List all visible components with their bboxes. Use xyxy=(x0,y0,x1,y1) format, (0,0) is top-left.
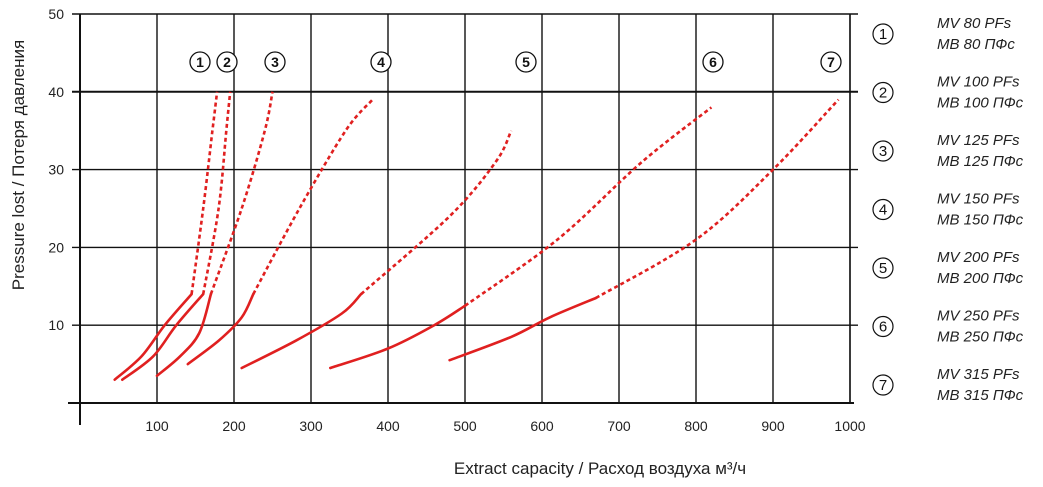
curve-6-solid xyxy=(329,304,467,370)
x-tick-label: 500 xyxy=(453,418,477,434)
curve-label-circle xyxy=(515,51,537,73)
legend-model-en: MV 315 PFs xyxy=(937,366,1020,383)
legend-model-en: MV 150 PFs xyxy=(937,191,1020,208)
curve-label-number: 3 xyxy=(271,54,279,70)
y-tick-label: 10 xyxy=(48,317,64,333)
y-tick-label: 20 xyxy=(48,239,64,255)
curve-4-solid xyxy=(186,292,255,366)
curve-2-dashed xyxy=(201,91,232,295)
x-tick-label: 1000 xyxy=(834,418,865,434)
legend-circle xyxy=(872,198,894,221)
curve-7-solid xyxy=(448,296,598,362)
curve-label-circle xyxy=(264,51,286,73)
legend-model-ru: MB 250 ПФс xyxy=(937,329,1024,346)
legend-model-en: MV 80 PFs xyxy=(937,15,1012,32)
y-axis-title: Pressure lost / Потеря давления xyxy=(9,40,28,290)
x-tick-label: 600 xyxy=(530,418,554,434)
legend-number: 2 xyxy=(879,85,887,102)
curve-1-solid xyxy=(113,292,193,381)
x-tick-label: 700 xyxy=(607,418,631,434)
legend-model-en: MV 250 PFs xyxy=(937,308,1020,325)
curve-label-number: 5 xyxy=(522,54,530,70)
curve-3-solid xyxy=(155,292,213,378)
y-tick-label: 50 xyxy=(48,6,64,22)
curve-label-circle xyxy=(189,51,211,73)
legend-model-ru: MB 80 ПФс xyxy=(937,36,1015,53)
legend-model-ru: MB 200 ПФс xyxy=(937,270,1024,287)
curve-label-circle xyxy=(216,51,238,73)
curve-1-dashed xyxy=(190,91,219,295)
curve-4-dashed xyxy=(252,98,374,295)
curve-5-solid xyxy=(240,292,363,370)
x-tick-label: 300 xyxy=(299,418,323,434)
legend-model-en: MV 100 PFs xyxy=(937,74,1020,91)
legend-circle xyxy=(872,81,894,104)
curve-labels: 1 2 3 4 5 6 7 xyxy=(189,51,842,73)
curve-2-solid xyxy=(121,292,205,381)
legend: 1 MV 80 PFs MB 80 ПФс 2 MV 100 PFs MB 100 ПФс… xyxy=(872,15,1024,404)
legend-circle xyxy=(872,257,894,279)
curve-5-dashed xyxy=(360,130,513,296)
curve-label-number: 2 xyxy=(223,54,231,70)
axes xyxy=(68,14,854,425)
x-axis-title: Extract capacity / Расход воздуха м³/ч xyxy=(454,459,746,478)
legend-number: 7 xyxy=(879,377,887,394)
legend-circle xyxy=(872,315,894,338)
legend-circle xyxy=(872,23,894,45)
x-tick-label: 800 xyxy=(684,418,708,434)
x-tick-label: 200 xyxy=(222,418,246,434)
x-tick-label: 100 xyxy=(145,418,169,434)
curves xyxy=(113,91,840,381)
curve-label-circle xyxy=(820,51,842,73)
y-tick-label: 40 xyxy=(48,84,64,100)
curve-label-number: 6 xyxy=(709,54,717,70)
legend-number: 6 xyxy=(879,319,887,336)
legend-circle xyxy=(872,374,894,396)
curve-3-dashed xyxy=(209,91,274,295)
legend-number: 3 xyxy=(879,143,887,160)
curve-label-circle xyxy=(702,51,724,73)
y-tick-label: 30 xyxy=(48,162,64,178)
legend-number: 1 xyxy=(879,26,887,43)
legend-circle xyxy=(872,140,894,162)
curve-label-number: 4 xyxy=(377,54,385,70)
curve-7-dashed xyxy=(595,98,840,300)
legend-model-ru: MB 150 ПФс xyxy=(937,212,1024,229)
x-tick-label: 400 xyxy=(376,418,400,434)
x-tick-label: 900 xyxy=(761,418,785,434)
legend-number: 5 xyxy=(879,260,887,277)
legend-model-ru: MB 100 ПФс xyxy=(937,95,1024,112)
legend-model-en: MV 125 PFs xyxy=(937,132,1020,149)
legend-model-ru: MB 125 ПФс xyxy=(937,153,1024,170)
legend-model-en: MV 200 PFs xyxy=(937,249,1020,266)
tick-labels: 100 200 300 400 500 600 700 800 900 1000 10 20 30 40 5… xyxy=(48,6,865,434)
curve-6-dashed xyxy=(464,106,713,307)
curve-label-number: 7 xyxy=(827,54,835,70)
curve-label-circle xyxy=(370,51,392,73)
legend-number: 4 xyxy=(879,202,887,219)
curve-label-number: 1 xyxy=(196,54,204,70)
legend-model-ru: MB 315 ПФс xyxy=(937,387,1024,404)
